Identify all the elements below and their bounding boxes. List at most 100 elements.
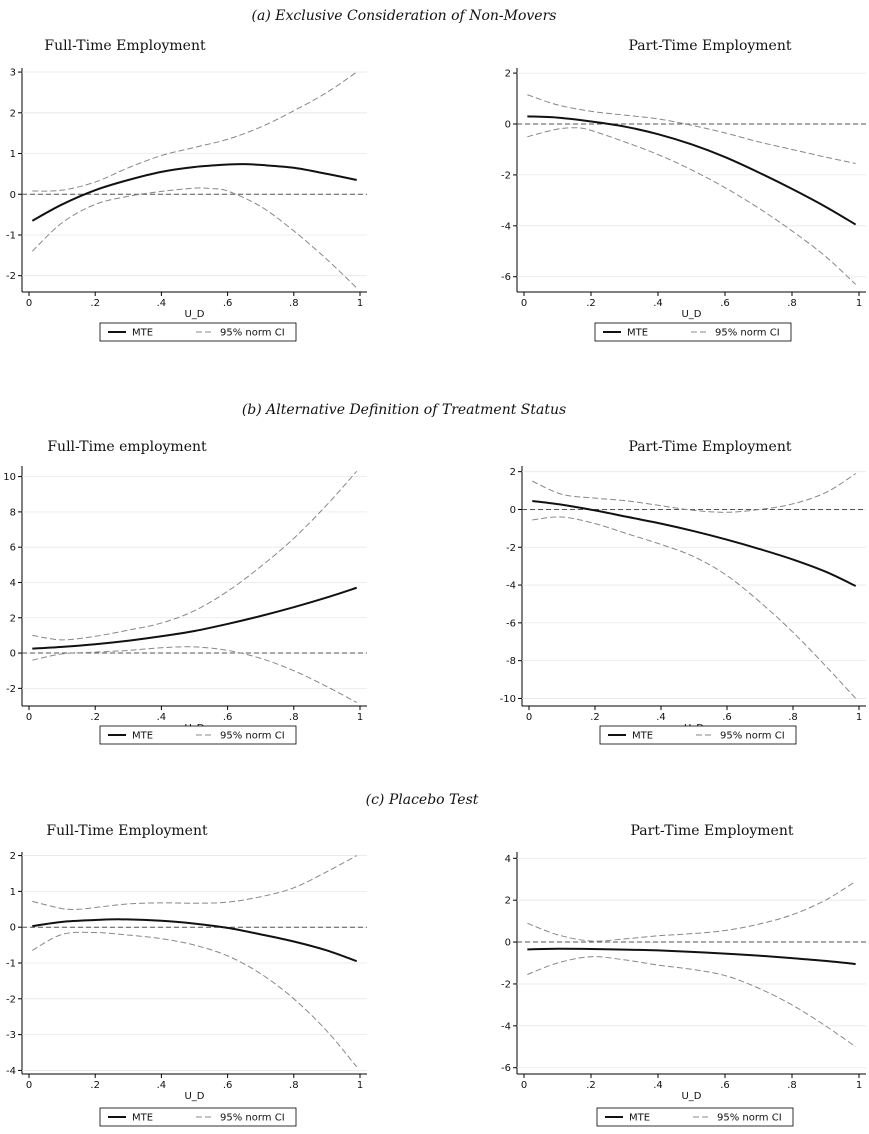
mte-line (527, 115, 857, 226)
x-tick-label: .6 (223, 298, 233, 309)
x-axis-label: U_D (184, 1091, 204, 1102)
y-tick-label: 2 (10, 613, 16, 624)
legend-mte-label: MTE (632, 731, 653, 742)
mte-line (32, 586, 358, 650)
y-tick-label: -3 (6, 1030, 16, 1041)
mte-line (532, 499, 857, 587)
legend-mte-label: MTE (132, 731, 153, 742)
y-tick-label: 1 (10, 887, 16, 898)
x-tick-label: .6 (720, 298, 730, 309)
y-tick-label: -2 (501, 979, 511, 990)
y-tick-label: -2 (6, 994, 16, 1005)
ci-lower-line (32, 646, 357, 703)
y-tick-label: 3 (10, 68, 16, 79)
y-tick-label: -6 (506, 618, 516, 629)
x-axis-label: U_D (184, 309, 204, 320)
y-tick-label: -2 (501, 170, 511, 181)
y-tick-label: -4 (501, 221, 511, 232)
x-tick-label: .4 (157, 712, 167, 723)
legend-ci-label: 95% norm CI (717, 1113, 782, 1124)
mte-line (31, 163, 357, 222)
legend-ci-label: 95% norm CI (220, 1113, 285, 1124)
y-tick-label: -8 (506, 656, 516, 667)
ci-upper-line (32, 470, 358, 641)
x-tick-label: .2 (586, 298, 596, 309)
x-tick-label: .2 (586, 1080, 596, 1091)
chart-panel-6: Part-Time Employment -6 -4 -2 0 2 4 0 .2 .4 .6 .8 1 U… (501, 823, 866, 1127)
x-tick-label: 0 (26, 298, 32, 309)
chart-panel-5: Full-Time Employment -4 -3 -2 -1 0 1 2 0 .2 .4 .6 .8… (6, 823, 367, 1127)
chart-panel-4: Part-Time Employment -10 -8 -6 -4 -2 0 2 0 .2 .4 .6… (500, 439, 866, 745)
y-tick-label: 4 (505, 854, 511, 865)
chart-panel-1: Full-Time Employment -2 -1 0 1 2 3 0 .2 .4 .6 .8 1 U_… (6, 38, 367, 342)
x-tick-label: .8 (289, 712, 299, 723)
y-tick-label: -2 (6, 271, 16, 282)
y-tick-label: 2 (505, 896, 511, 907)
x-tick-label: 1 (357, 1080, 363, 1091)
x-tick-label: 1 (856, 712, 862, 723)
x-tick-label: .2 (90, 298, 100, 309)
x-axis-label: U_D (681, 309, 701, 320)
y-tick-label: -4 (506, 581, 516, 592)
x-tick-label: 0 (526, 712, 532, 723)
x-tick-label: 0 (521, 298, 527, 309)
x-tick-label: .8 (787, 298, 797, 309)
chart-panel-2: Part-Time Employment -6 -4 -2 0 2 0 .2 .4 .6 .8 1 U_… (501, 38, 866, 342)
x-tick-label: 0 (26, 1080, 32, 1091)
x-tick-label: .8 (787, 1080, 797, 1091)
x-tick-label: .4 (157, 298, 167, 309)
ci-upper-line (32, 71, 357, 192)
chart-title: Part-Time Employment (631, 823, 794, 839)
chart-title: Full-Time Employment (46, 823, 208, 839)
legend-mte-label: MTE (132, 328, 153, 339)
x-tick-label: .4 (157, 1080, 167, 1091)
x-tick-label: .8 (289, 298, 299, 309)
ci-upper-line (527, 880, 856, 942)
x-tick-label: 1 (357, 298, 363, 309)
y-tick-label: 0 (10, 190, 16, 201)
chart-title: Part-Time Employment (629, 38, 792, 54)
x-tick-label: .8 (289, 1080, 299, 1091)
y-tick-label: -6 (501, 272, 511, 283)
x-tick-label: .6 (223, 1080, 233, 1091)
ci-lower-line (31, 187, 358, 289)
y-tick-label: -2 (6, 684, 16, 695)
x-tick-label: .6 (720, 1080, 730, 1091)
chart-panel-3: Full-Time employment-202468100.2.4.6.81U… (3, 439, 367, 745)
x-axis-label: U_D (681, 1091, 701, 1102)
y-tick-label: 6 (10, 543, 16, 554)
legend-ci-label: 95% norm CI (715, 328, 780, 339)
y-tick-label: -1 (6, 959, 16, 970)
legend-mte-label: MTE (629, 1113, 650, 1124)
ci-lower-line (532, 516, 857, 699)
y-tick-label: 2 (505, 69, 511, 80)
y-tick-label: 0 (510, 505, 516, 516)
section-title-a: (a) Exclusive Consideration of Non-Mover… (252, 8, 557, 24)
legend: MTE 95% norm CI (596, 1107, 794, 1127)
x-tick-label: .2 (590, 712, 600, 723)
ci-lower-line (527, 956, 856, 1048)
legend: MTE 95% norm CI (99, 725, 297, 745)
x-tick-label: .6 (223, 712, 233, 723)
y-tick-label: -10 (500, 694, 516, 705)
legend-ci-label: 95% norm CI (220, 328, 285, 339)
x-tick-label: 0 (26, 712, 32, 723)
section-title-b: (b) Alternative Definition of Treatment … (242, 402, 566, 418)
x-tick-label: 1 (856, 1080, 862, 1091)
x-tick-label: .2 (90, 712, 100, 723)
chart-title: Full-Time Employment (44, 38, 206, 54)
y-tick-label: -4 (6, 1066, 16, 1077)
x-tick-label: .2 (90, 1080, 100, 1091)
y-tick-label: 2 (10, 108, 16, 119)
y-tick-label: -6 (501, 1063, 511, 1074)
section-title-c: (c) Placebo Test (366, 792, 479, 808)
legend-ci-label: 95% norm CI (720, 731, 785, 742)
y-tick-label: 2 (10, 851, 16, 862)
legend: MTE 95% norm CI (594, 322, 792, 342)
mte-line (527, 947, 856, 966)
y-tick-label: 2 (510, 467, 516, 478)
ci-lower-line (32, 931, 358, 1068)
legend: MTE 95% norm CI (99, 1107, 297, 1127)
